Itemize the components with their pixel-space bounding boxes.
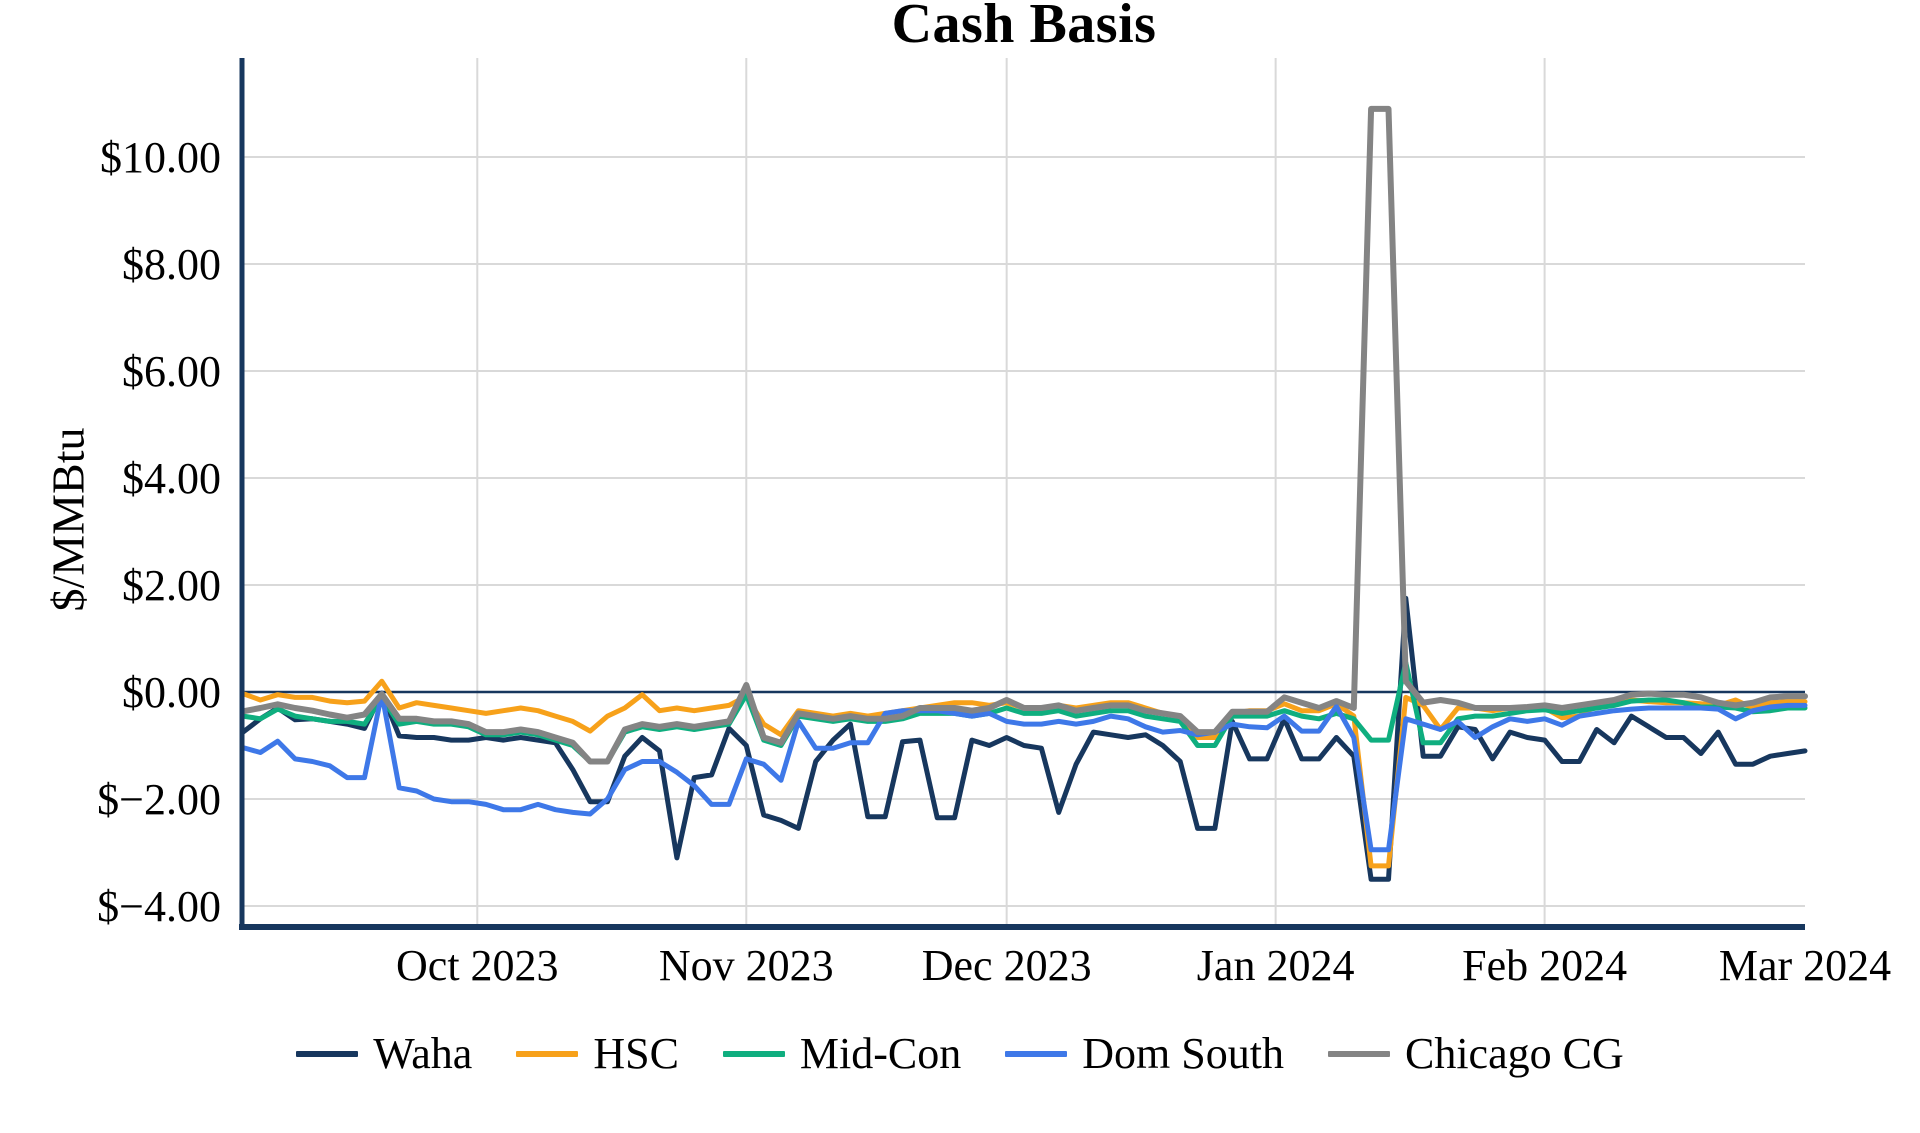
x-tick-label: Dec 2023 (922, 941, 1092, 990)
chart-legend: Waha HSC Mid-Con Dom South Chicago CG (0, 1032, 1920, 1076)
legend-item-waha: Waha (296, 1032, 472, 1076)
chart-title: Cash Basis (891, 0, 1157, 55)
y-tick-label: $−2.00 (97, 775, 221, 824)
y-tick-label: $0.00 (122, 668, 221, 717)
legend-label-dom-south: Dom South (1082, 1029, 1284, 1078)
legend-item-dom-south: Dom South (1005, 1032, 1284, 1076)
legend-swatch-dom-south-icon (1005, 1051, 1068, 1057)
series-line-chicago-cg (240, 105, 1808, 765)
y-tick-label: $4.00 (122, 454, 221, 503)
legend-swatch-hsc-icon (516, 1051, 579, 1057)
legend-swatch-mid-con-icon (722, 1051, 785, 1057)
legend-label-mid-con: Mid-Con (799, 1029, 962, 1078)
x-tick-label: Nov 2023 (659, 941, 834, 990)
y-tick-label: $8.00 (122, 240, 221, 289)
y-tick-label: $10.00 (100, 133, 221, 182)
x-tick-label: Feb 2024 (1462, 941, 1627, 990)
y-tick-label: $2.00 (122, 561, 221, 610)
y-tick-label: $6.00 (122, 347, 221, 396)
legend-label-waha: Waha (373, 1029, 473, 1078)
legend-item-hsc: HSC (516, 1032, 679, 1076)
x-tick-label: Oct 2023 (396, 941, 559, 990)
legend-label-hsc: HSC (593, 1029, 679, 1078)
legend-item-mid-con: Mid-Con (722, 1029, 962, 1078)
legend-label-chicago-cg: Chicago CG (1404, 1029, 1624, 1078)
legend-swatch-chicago-cg-icon (1327, 1051, 1390, 1057)
x-tick-label: Mar 2024 (1719, 941, 1891, 990)
legend-item-chicago-cg: Chicago CG (1327, 1029, 1624, 1078)
legend-swatch-waha-icon (296, 1051, 359, 1057)
series-line-waha (240, 595, 1808, 882)
y-tick-label: $−4.00 (97, 882, 221, 931)
series-line-dom-south (240, 691, 1808, 853)
x-tick-label: Jan 2024 (1197, 941, 1355, 990)
